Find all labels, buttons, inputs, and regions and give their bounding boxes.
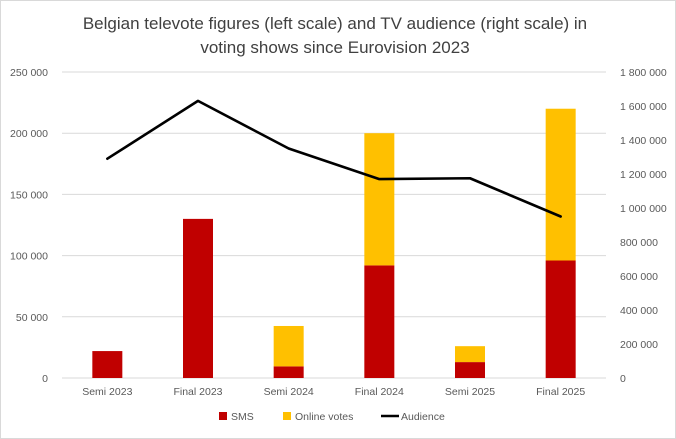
x-category-label: Final 2025 [536, 386, 585, 398]
bar-online-votes [364, 133, 395, 266]
x-category-label: Final 2024 [355, 386, 404, 398]
bar-sms [455, 362, 485, 378]
y-right-tick-label: 1 400 000 [620, 135, 667, 147]
y-right-tick-label: 200 000 [620, 339, 658, 351]
chart-title-line-1: Belgian televote figures (left scale) an… [83, 14, 587, 33]
bars [92, 108, 576, 378]
y-right-tick-label: 600 000 [620, 271, 658, 283]
legend: SMS Online votes Audience [219, 411, 445, 423]
y-right-tick-label: 0 [620, 373, 626, 385]
y-left-tick-label: 100 000 [10, 251, 48, 263]
y-right-tick-label: 800 000 [620, 237, 658, 249]
y-right-tick-label: 400 000 [620, 305, 658, 317]
bar-sms [183, 218, 213, 378]
bar-sms [273, 366, 304, 378]
y-right-tick-label: 1 600 000 [620, 101, 667, 113]
legend-label: Online votes [295, 411, 353, 423]
x-category-label: Semi 2024 [264, 386, 314, 398]
gridlines [62, 71, 606, 379]
x-category-label: Semi 2023 [82, 386, 132, 398]
audience-line-layer [106, 99, 562, 218]
bar-sms [545, 260, 576, 378]
legend-swatch-sms [219, 412, 227, 420]
bar-sms [92, 351, 123, 378]
legend-label: SMS [231, 411, 254, 423]
y-left-tick-label: 0 [42, 373, 48, 385]
y-left-tick-label: 200 000 [10, 128, 48, 140]
y-left-tick-label: 150 000 [10, 189, 48, 201]
x-category-label: Final 2023 [173, 386, 222, 398]
bar-online-votes [545, 108, 576, 261]
y-right-tick-label: 1 800 000 [620, 67, 667, 79]
bar-online-votes [455, 346, 485, 363]
x-category-label: Semi 2025 [445, 386, 495, 398]
y-left-tick-label: 250 000 [10, 67, 48, 79]
y-right-tick-label: 1 200 000 [620, 169, 667, 181]
axes: 0 50 000 100 000 150 000 200 000 250 000 0 200 … [10, 67, 667, 398]
audience-line [106, 99, 562, 218]
legend-label: Audience [401, 411, 445, 423]
y-left-tick-label: 50 000 [16, 312, 48, 324]
bar-online-votes [273, 325, 304, 367]
legend-swatch-online-votes [283, 412, 291, 420]
bar-sms [364, 265, 395, 378]
y-right-tick-label: 1 000 000 [620, 203, 667, 215]
chart-title-line-2: voting shows since Eurovision 2023 [200, 38, 469, 57]
